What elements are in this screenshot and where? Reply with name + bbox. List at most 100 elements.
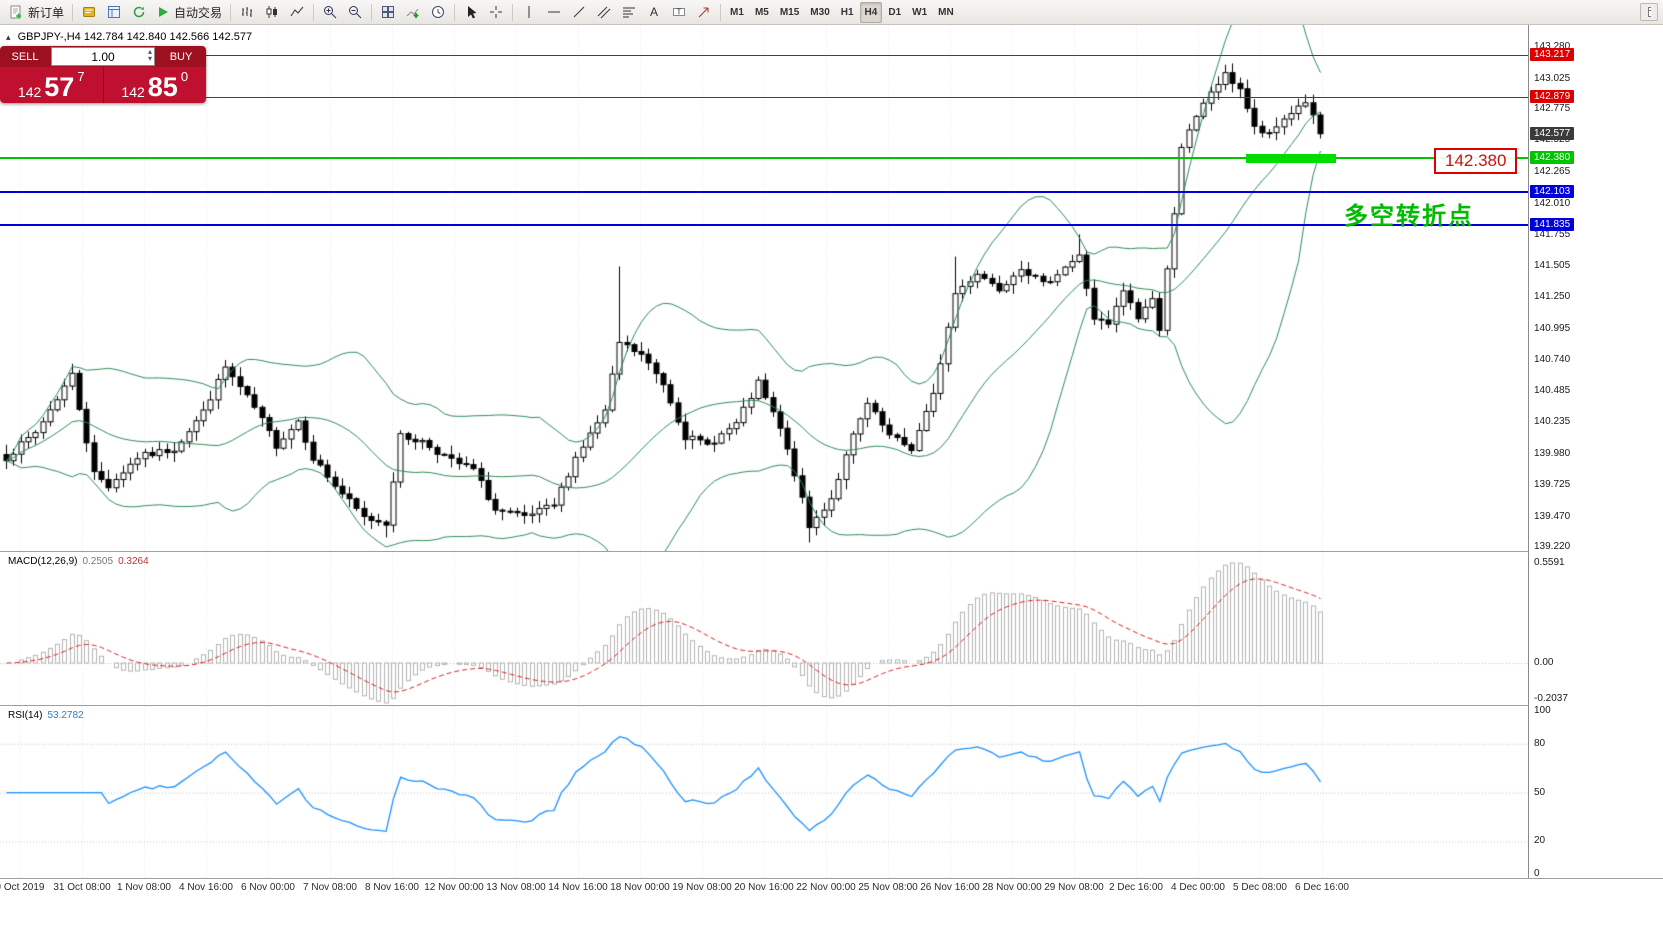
toolbar-separator [454, 3, 456, 21]
timeframe-m5[interactable]: M5 [750, 2, 774, 23]
price-axis[interactable]: 143.280143.025142.775142.525142.265142.0… [1528, 25, 1663, 879]
time-tick: 29 Nov 08:00 [1044, 882, 1104, 893]
timeframe-h4[interactable]: H4 [859, 1, 883, 23]
new-order-button[interactable]: 新订单 [4, 2, 68, 23]
timeframe-m30[interactable]: M30 [805, 2, 834, 23]
time-tick: 26 Nov 16:00 [920, 882, 980, 893]
bar-chart-button[interactable] [235, 2, 259, 23]
price-tick: 142.265 [1534, 166, 1571, 178]
sell-price-button[interactable]: 142 57 7 [0, 67, 103, 103]
metaeditor-button[interactable] [77, 2, 101, 23]
autotrading-button[interactable]: 自动交易 [152, 2, 226, 23]
toolbar-separator [371, 3, 373, 21]
time-tick: 28 Nov 00:00 [982, 882, 1042, 893]
tile-windows-button[interactable] [376, 2, 400, 23]
new-order-label: 新订单 [28, 5, 65, 20]
toolbar-separator [72, 3, 74, 21]
autotrading-label: 自动交易 [174, 5, 223, 20]
volume-stepper[interactable]: ▴ ▾ [147, 47, 152, 63]
rsi-axis-tick: 80 [1534, 737, 1546, 749]
channel-tool[interactable] [592, 2, 616, 23]
svg-text:A: A [650, 5, 658, 19]
data-window-button[interactable] [102, 2, 126, 23]
price-tick: 141.250 [1534, 291, 1571, 303]
timeframe-h1[interactable]: H1 [836, 2, 859, 23]
cursor-button[interactable] [459, 2, 483, 23]
toolbar-separator [512, 3, 514, 21]
timeframe-m1[interactable]: M1 [725, 2, 749, 23]
time-axis[interactable]: 9 Oct 2019 31 Oct 08:00 1 Nov 08:00 4 Nov 1… [0, 879, 1528, 896]
time-tick: 6 Nov 00:00 [241, 882, 295, 893]
rsi-panel-canvas[interactable] [0, 706, 1528, 878]
time-tick: 8 Nov 16:00 [365, 882, 419, 893]
toolbar-overflow-button[interactable] [1640, 3, 1658, 21]
chart-symbol: GBPJPY-,H4 [17, 31, 81, 43]
periods-clock-icon [432, 6, 445, 18]
panel-divider-rsi-timeaxis[interactable] [0, 878, 1663, 879]
stepper-down-icon[interactable]: ▾ [147, 54, 152, 63]
volume-input[interactable]: 1.00 ▴ ▾ [51, 47, 155, 66]
buy-button[interactable]: BUY [169, 50, 193, 63]
refresh-button[interactable] [127, 2, 151, 23]
buy-price-pip: 0 [180, 69, 189, 84]
support-line-142380-badge: 142.380 [1530, 151, 1575, 165]
toolbar-separator [720, 3, 722, 21]
macd-panel-canvas[interactable] [0, 552, 1528, 705]
panel-divider-macd-rsi[interactable] [0, 705, 1663, 706]
candlestick-icon [266, 6, 278, 18]
price-tick: 140.995 [1534, 322, 1571, 334]
price-tick: 139.470 [1534, 510, 1571, 522]
crosshair-button[interactable] [484, 2, 508, 23]
sell-price-prefix: 142 [17, 84, 42, 100]
oneclick-collapse-icon[interactable]: ▴ [6, 32, 11, 42]
trendline-tool[interactable] [567, 2, 591, 23]
fibonacci-icon [623, 7, 636, 18]
timeframe-w1[interactable]: W1 [907, 2, 932, 23]
time-tick: 12 Nov 00:00 [424, 882, 484, 893]
vertical-line-tool[interactable] [517, 2, 541, 23]
buy-price-button[interactable]: 142 85 0 [102, 67, 207, 103]
toolbar-overflow-icon [1648, 7, 1651, 17]
text-icon: A [650, 5, 658, 19]
sell-price-main: 57 [44, 72, 75, 103]
sell-button[interactable]: SELL [11, 50, 39, 63]
timeframe-m15[interactable]: M15 [775, 2, 804, 23]
chart-ohlc-values: 142.784 142.840 142.566 142.577 [83, 31, 253, 43]
rsi-axis-tick: 100 [1534, 705, 1551, 717]
label-icon: T [673, 8, 686, 17]
channel-icon [597, 6, 611, 19]
time-tick: 1 Nov 08:00 [117, 882, 171, 893]
macd-axis-tick: -0.2037 [1534, 693, 1568, 705]
resistance-line-143217-badge: 143.217 [1530, 47, 1575, 61]
time-tick: 7 Nov 08:00 [303, 882, 357, 893]
metaeditor-icon [83, 7, 96, 17]
macd-main-value: 0.2505 [82, 556, 114, 567]
arrows-tool[interactable] [692, 2, 716, 23]
price-tick: 139.980 [1534, 447, 1571, 459]
price-level-label[interactable]: 142.380 [1434, 148, 1518, 174]
horizontal-line-tool[interactable] [542, 2, 566, 23]
data-window-icon [108, 6, 121, 18]
zoom-in-icon [324, 6, 337, 19]
time-tick: 2 Dec 16:00 [1109, 882, 1163, 893]
indicators-add-button[interactable] [401, 2, 425, 23]
rsi-title: RSI(14) [8, 710, 43, 721]
text-tool[interactable]: A [642, 2, 666, 23]
rsi-value: 53.2782 [47, 710, 84, 721]
turning-point-annotation[interactable]: 多空转折点 [1344, 203, 1474, 230]
timeframe-d1[interactable]: D1 [883, 2, 906, 23]
bid-price-badge-badge: 142.577 [1530, 126, 1575, 140]
fibonacci-tool[interactable] [617, 2, 641, 23]
line-chart-button[interactable] [285, 2, 309, 23]
candlestick-chart-button[interactable] [260, 2, 284, 23]
horizontal-line-icon [548, 11, 561, 13]
price-tick: 142.775 [1534, 103, 1571, 115]
panel-divider-main-macd[interactable] [0, 551, 1663, 552]
zoom-in-button[interactable] [318, 2, 342, 23]
periods-button[interactable] [426, 2, 450, 23]
timeframe-mn[interactable]: MN [933, 2, 959, 23]
stepper-up-icon[interactable]: ▴ [147, 47, 152, 56]
label-tool[interactable]: T [667, 2, 691, 23]
zoom-out-button[interactable] [343, 2, 367, 23]
price-chart-canvas[interactable] [0, 25, 1528, 551]
